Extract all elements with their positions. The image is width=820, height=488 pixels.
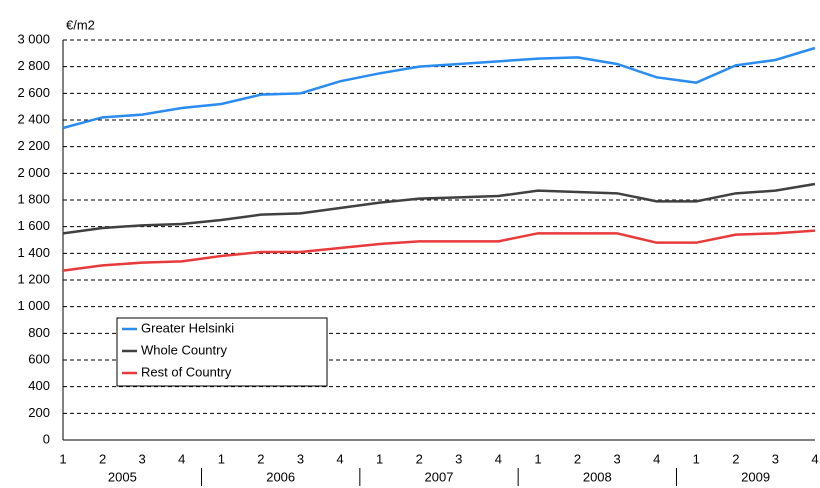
y-tick-label: 1 000	[17, 298, 50, 313]
y-tick-label: 1 400	[17, 245, 50, 260]
x-tick-label: 4	[495, 451, 502, 466]
x-tick-label: 1	[218, 451, 225, 466]
x-tick-label: 1	[693, 451, 700, 466]
unit-label: €/m2	[66, 17, 95, 32]
x-tick-label: 1	[534, 451, 541, 466]
y-tick-label: 3 000	[17, 31, 50, 46]
y-tick-label: 2 400	[17, 111, 50, 126]
x-group-label: 2008	[583, 469, 612, 484]
x-group-label: 2005	[108, 469, 137, 484]
y-tick-label: 0	[43, 431, 50, 446]
legend-label: Rest of Country	[141, 364, 232, 379]
x-tick-label: 3	[772, 451, 779, 466]
y-tick-label: 2 600	[17, 85, 50, 100]
x-tick-label: 2	[574, 451, 581, 466]
x-tick-label: 4	[178, 451, 185, 466]
data-line	[62, 182, 816, 235]
legend-label: Whole Country	[141, 342, 227, 357]
x-tick-label: 2	[99, 451, 106, 466]
x-tick-label: 3	[139, 451, 146, 466]
legend-label: Greater Helsinki	[141, 320, 234, 335]
y-tick-label: 800	[28, 325, 50, 340]
x-tick-label: 4	[653, 451, 660, 466]
y-tick-label: 1 200	[17, 271, 50, 286]
x-tick-label: 4	[336, 451, 343, 466]
y-tick-label: 2 800	[17, 58, 50, 73]
x-group-label: 2009	[741, 469, 770, 484]
x-tick-label: 3	[613, 451, 620, 466]
y-tick-label: 200	[28, 405, 50, 420]
x-tick-label: 1	[59, 451, 66, 466]
y-tick-label: 2 000	[17, 165, 50, 180]
legend-box	[116, 317, 328, 387]
x-tick-label: 4	[811, 451, 818, 466]
x-group-label: 2006	[266, 469, 295, 484]
x-tick-label: 2	[732, 451, 739, 466]
x-tick-label: 2	[416, 451, 423, 466]
x-tick-label: 1	[376, 451, 383, 466]
x-tick-label: 3	[297, 451, 304, 466]
data-line	[62, 229, 816, 272]
y-tick-label: 400	[28, 378, 50, 393]
y-tick-label: 1 800	[17, 191, 50, 206]
data-line	[62, 46, 816, 130]
y-tick-label: 1 600	[17, 218, 50, 233]
x-group-label: 2007	[425, 469, 454, 484]
x-tick-label: 3	[455, 451, 462, 466]
y-tick-label: 2 200	[17, 138, 50, 153]
x-tick-label: 2	[257, 451, 264, 466]
y-tick-label: 600	[28, 351, 50, 366]
